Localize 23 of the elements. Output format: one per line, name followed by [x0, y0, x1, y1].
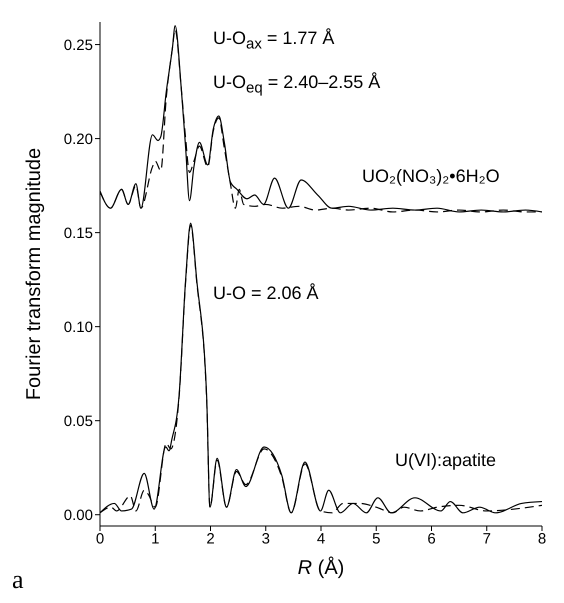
annotation: U(VI):apatite [395, 450, 496, 472]
x-tick-label: 5 [372, 530, 380, 548]
text: a [12, 564, 24, 596]
x-axis-title: R (Å) [298, 556, 344, 579]
annotation: U-O$_{ax}$ = 1.77 Å [213, 28, 334, 54]
x-tick-label: 1 [151, 530, 160, 548]
y-tick-label: 0.00 [64, 507, 93, 524]
y-tick-label: 0.25 [64, 36, 93, 54]
annotation: U-O$_{eq}$ = 2.40–2.55 Å [213, 72, 380, 98]
x-tick-label: 3 [262, 530, 270, 548]
x-tick-label: 7 [482, 530, 491, 548]
annotation: U-O = 2.06 Å [213, 283, 319, 305]
y-tick-label: 0.10 [64, 318, 93, 336]
y-axis-title: Fourier transform magnitude [23, 148, 45, 400]
x-tick-label: 4 [316, 530, 326, 548]
x-tick-label: 6 [427, 530, 436, 548]
y-tick-label: 0.15 [64, 224, 93, 242]
annotation: UO₂(NO₃)₂•6H₂O [362, 166, 500, 188]
y-tick-label: 0.20 [64, 130, 93, 148]
x-tick-label: 0 [96, 530, 104, 548]
x-tick-label: 2 [206, 530, 215, 548]
x-tick-label: 8 [538, 530, 546, 548]
y-tick-label: 0.05 [64, 413, 93, 430]
